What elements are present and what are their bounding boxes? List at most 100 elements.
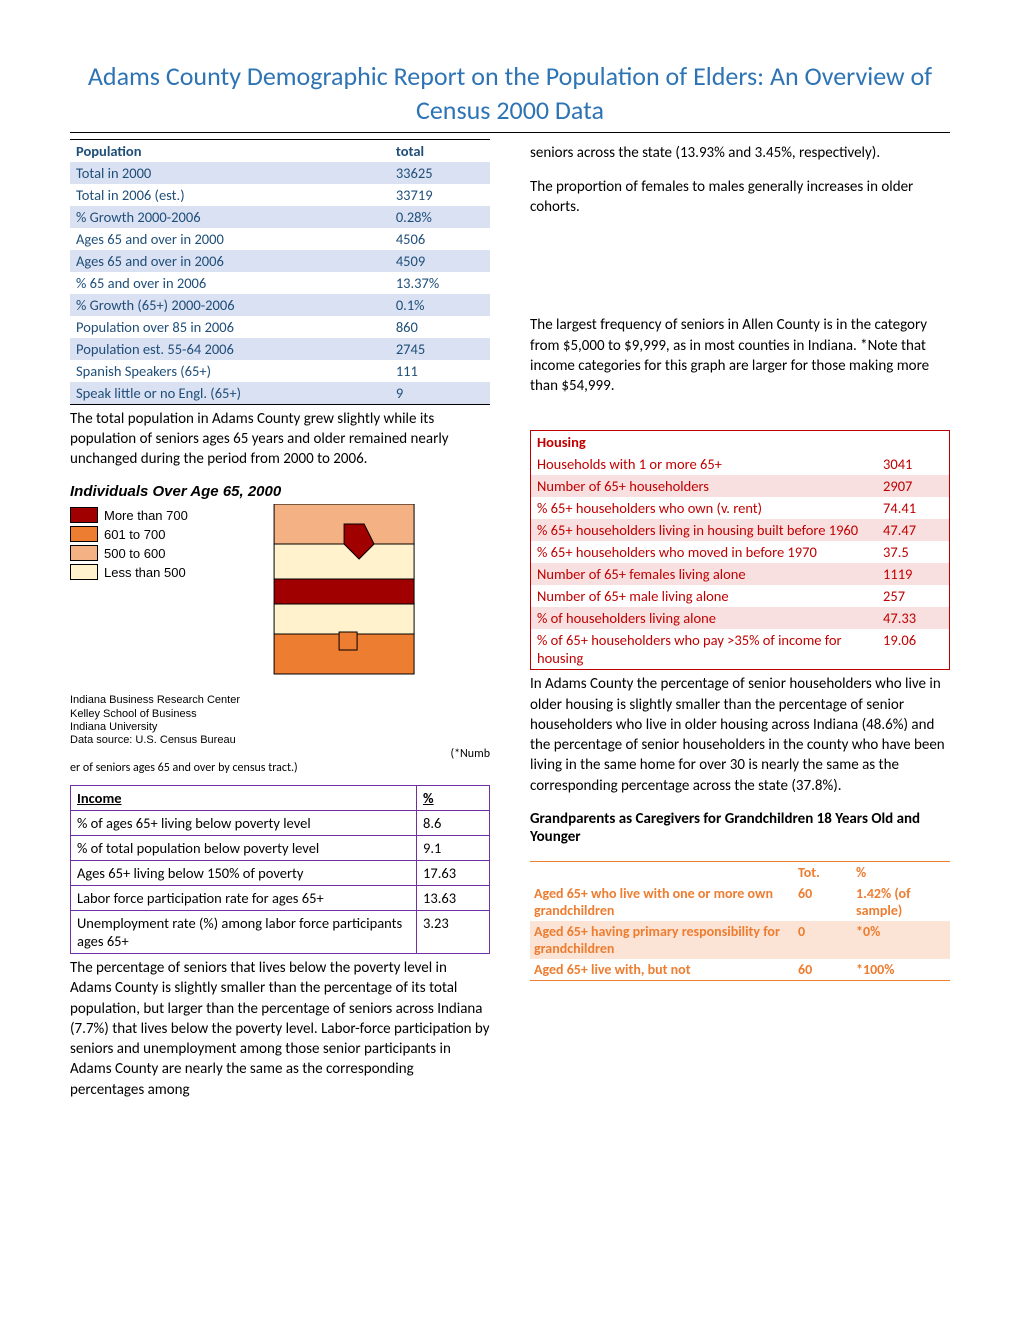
row-value: 257	[877, 585, 950, 607]
row-label: Aged 65+ who live with one or more own g…	[530, 883, 794, 921]
row-value: 1.42% (of sample)	[852, 883, 950, 921]
row-label: Aged 65+ having primary responsibility f…	[530, 921, 794, 959]
row-label: % 65+ householders who own (v. rent)	[531, 497, 878, 519]
map-source-line: Data source: U.S. Census Bureau	[70, 734, 490, 747]
map-note-part2: er of seniors ages 65 and over by census…	[70, 761, 490, 775]
row-value: 17.63	[417, 861, 490, 886]
map-title: Individuals Over Age 65, 2000	[70, 483, 490, 500]
left-column: Population total Total in 200033625Total…	[70, 139, 490, 1114]
population-paragraph: The total population in Adams County gre…	[70, 409, 490, 470]
row-value: 37.5	[877, 541, 950, 563]
map-block: Individuals Over Age 65, 2000 More than …	[70, 483, 490, 747]
legend-row: 500 to 600	[70, 545, 188, 561]
row-value: 9	[390, 382, 490, 405]
row-value: 74.41	[877, 497, 950, 519]
population-table: Population total Total in 200033625Total…	[70, 139, 490, 405]
row-value: 8.6	[417, 811, 490, 836]
legend-swatch	[70, 545, 98, 561]
legend-label: 601 to 700	[104, 527, 165, 542]
row-label: % 65 and over in 2006	[70, 272, 390, 294]
row-label: % Growth (65+) 2000-2006	[70, 294, 390, 316]
row-label: Number of 65+ male living alone	[531, 585, 878, 607]
row-label: Population over 85 in 2006	[70, 316, 390, 338]
row-label: % of ages 65+ living below poverty level	[71, 811, 417, 836]
gp-header-tot: Tot.	[794, 861, 852, 883]
row-value: 13.37%	[390, 272, 490, 294]
row-value: 4506	[390, 228, 490, 250]
gp-header-blank	[530, 861, 794, 883]
map-source-line: Indiana University	[70, 721, 490, 734]
right-para-3: The largest frequency of seniors in Alle…	[530, 315, 950, 396]
map-note-part1: (*Numb	[70, 747, 490, 761]
row-label: Speak little or no Engl. (65+)	[70, 382, 390, 405]
pop-header-label: Population	[70, 139, 390, 162]
row-label: % of 65+ householders who pay >35% of in…	[531, 629, 878, 670]
row-value: 0.28%	[390, 206, 490, 228]
row-value: 47.47	[877, 519, 950, 541]
legend-row: More than 700	[70, 507, 188, 523]
row-value: 19.06	[877, 629, 950, 670]
row-value: 33625	[390, 162, 490, 184]
right-para-1: seniors across the state (13.93% and 3.4…	[530, 143, 950, 163]
grandparents-title: Grandparents as Caregivers for Grandchil…	[530, 810, 950, 846]
row-label: Spanish Speakers (65+)	[70, 360, 390, 382]
row-value: 60	[794, 959, 852, 981]
map-legend: More than 700 601 to 700 500 to 600 Less th…	[70, 504, 188, 583]
map-region	[274, 544, 414, 579]
map-source-line: Kelley School of Business	[70, 708, 490, 721]
row-value: 2907	[877, 475, 950, 497]
grandparents-table: Tot. % Aged 65+ who live with one or mor…	[530, 861, 950, 981]
title-rule	[70, 132, 950, 133]
census-tract-map	[198, 504, 490, 684]
legend-swatch	[70, 507, 98, 523]
legend-row: 601 to 700	[70, 526, 188, 542]
income-table: Income % % of ages 65+ living below pove…	[70, 785, 490, 954]
legend-swatch	[70, 526, 98, 542]
income-header-label: Income	[71, 786, 417, 811]
row-value: 60	[794, 883, 852, 921]
row-value: 13.63	[417, 886, 490, 911]
row-value: 2745	[390, 338, 490, 360]
two-column-layout: Population total Total in 200033625Total…	[70, 139, 950, 1114]
row-value: 3.23	[417, 911, 490, 954]
legend-label: Less than 500	[104, 565, 186, 580]
page-title: Adams County Demographic Report on the P…	[70, 60, 950, 128]
row-label: Total in 2006 (est.)	[70, 184, 390, 206]
row-value: 3041	[877, 453, 950, 475]
row-value: 9.1	[417, 836, 490, 861]
row-value: 860	[390, 316, 490, 338]
row-value: *0%	[852, 921, 950, 959]
legend-row: Less than 500	[70, 564, 188, 580]
row-value: *100%	[852, 959, 950, 981]
housing-table: Housing Households with 1 or more 65+304…	[530, 430, 950, 670]
right-para-2: The proportion of females to males gener…	[530, 177, 950, 218]
row-value: 111	[390, 360, 490, 382]
row-value: 47.33	[877, 607, 950, 629]
map-region	[274, 604, 414, 634]
row-label: Households with 1 or more 65+	[531, 453, 878, 475]
housing-paragraph: In Adams County the percentage of senior…	[530, 674, 950, 796]
row-value: 0.1%	[390, 294, 490, 316]
row-label: Number of 65+ females living alone	[531, 563, 878, 585]
income-paragraph: The percentage of seniors that lives bel…	[70, 958, 490, 1100]
row-label: Unemployment rate (%) among labor force …	[71, 911, 417, 954]
map-tract-shape	[339, 632, 357, 650]
row-value: 4509	[390, 250, 490, 272]
row-label: Labor force participation rate for ages …	[71, 886, 417, 911]
row-value: 33719	[390, 184, 490, 206]
row-label: Number of 65+ householders	[531, 475, 878, 497]
row-label: % 65+ householders who moved in before 1…	[531, 541, 878, 563]
row-label: Ages 65 and over in 2006	[70, 250, 390, 272]
pop-header-total: total	[390, 139, 490, 162]
row-label: Ages 65+ living below 150% of poverty	[71, 861, 417, 886]
map-region	[274, 579, 414, 604]
map-source: Indiana Business Research CenterKelley S…	[70, 694, 490, 747]
row-label: Total in 2000	[70, 162, 390, 184]
legend-label: More than 700	[104, 508, 188, 523]
row-label: % of householders living alone	[531, 607, 878, 629]
row-label: % 65+ householders living in housing bui…	[531, 519, 878, 541]
gp-header-pct: %	[852, 861, 950, 883]
legend-swatch	[70, 564, 98, 580]
income-header-pct: %	[417, 786, 490, 811]
row-label: % Growth 2000-2006	[70, 206, 390, 228]
